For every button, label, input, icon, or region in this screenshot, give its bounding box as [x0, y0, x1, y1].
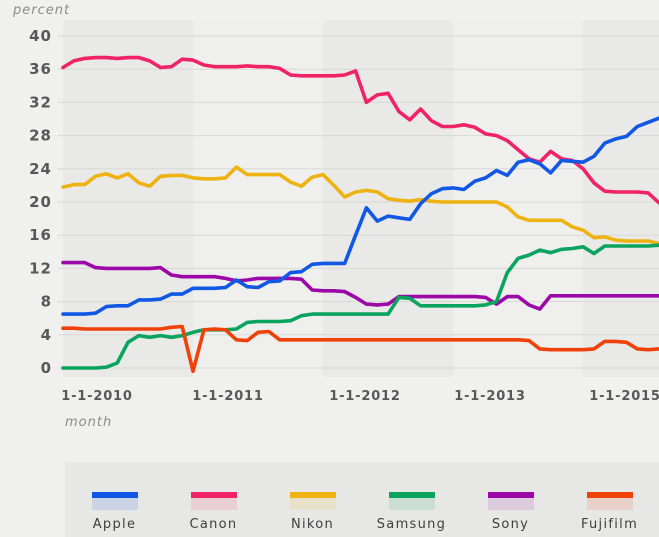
legend-item-sony[interactable]: Sony: [461, 492, 560, 532]
x-tick-label: 1-1-2012: [329, 389, 400, 404]
legend-label: Fujifilm: [580, 517, 639, 532]
legend-item-nikon[interactable]: Nikon: [263, 492, 362, 532]
legend-swatch-nikon: [289, 492, 336, 510]
series-line-nikon: [61, 165, 659, 246]
legend-swatch-line: [388, 492, 435, 498]
y-tick-label: 32: [29, 93, 52, 111]
series-line-canon: [61, 55, 659, 205]
legend-swatch-tint: [487, 498, 534, 510]
y-tick-label: 4: [41, 326, 52, 344]
y-tick-label: 28: [29, 127, 52, 145]
legend-swatch-canon: [190, 492, 237, 510]
y-tick-label: 16: [29, 226, 52, 244]
legend-swatch-line: [190, 492, 237, 498]
series-line-apple: [61, 116, 659, 316]
legend-label: Nikon: [290, 517, 335, 532]
y-tick-label: 40: [29, 27, 52, 45]
y-tick-label: 0: [41, 359, 52, 377]
x-axis-title: month: [65, 415, 113, 430]
legend-swatch-line: [586, 492, 633, 498]
legend-swatch-line: [91, 492, 138, 498]
legend-label: Apple: [92, 517, 137, 532]
legend-item-apple[interactable]: Apple: [65, 492, 164, 532]
legend-item-samsung[interactable]: Samsung: [362, 492, 461, 532]
chart-legend: Apple Canon Nikon Samsung Sony Fujifilm: [65, 462, 659, 537]
legend-swatch-sony: [487, 492, 534, 510]
legend-label: Canon: [189, 517, 238, 532]
legend-swatch-samsung: [388, 492, 435, 510]
legend-swatch-tint: [388, 498, 435, 510]
x-tick-label: 1-1-2011: [192, 389, 263, 404]
plot-band: [193, 20, 323, 377]
x-tick-label: 1-1-2015: [589, 389, 659, 404]
legend-item-fujifilm[interactable]: Fujifilm: [560, 492, 659, 532]
series-line-samsung: [61, 243, 659, 370]
legend-swatch-tint: [190, 498, 237, 510]
legend-swatch-tint: [289, 498, 336, 510]
legend-swatch-line: [289, 492, 336, 498]
x-tick-label: 1-1-2010: [61, 389, 132, 404]
series-line-fujifilm: [61, 324, 659, 374]
plot-band: [63, 20, 193, 377]
plot-band: [583, 20, 659, 377]
y-tick-label: 8: [41, 293, 52, 311]
y-tick-label: 12: [29, 259, 52, 277]
legend-swatch-tint: [91, 498, 138, 510]
series-line-sony: [61, 260, 659, 311]
legend-swatch-tint: [586, 498, 633, 510]
legend-swatch-line: [487, 492, 534, 498]
legend-label: Samsung: [376, 517, 447, 532]
y-tick-label: 24: [29, 160, 52, 178]
y-tick-label: 20: [29, 193, 52, 211]
line-chart: 0 4 8 12 16 20 24 28 32 36 40 1-1-2010 1-1-2011 1-1-2…: [29, 20, 659, 404]
y-tick-label: 36: [29, 60, 52, 78]
plot-band: [453, 20, 583, 377]
y-axis-title: percent: [13, 3, 71, 18]
legend-swatch-apple: [91, 492, 138, 510]
legend-swatch-fujifilm: [586, 492, 633, 510]
legend-label: Sony: [491, 517, 530, 532]
x-tick-label: 1-1-2013: [454, 389, 525, 404]
legend-item-canon[interactable]: Canon: [164, 492, 263, 532]
